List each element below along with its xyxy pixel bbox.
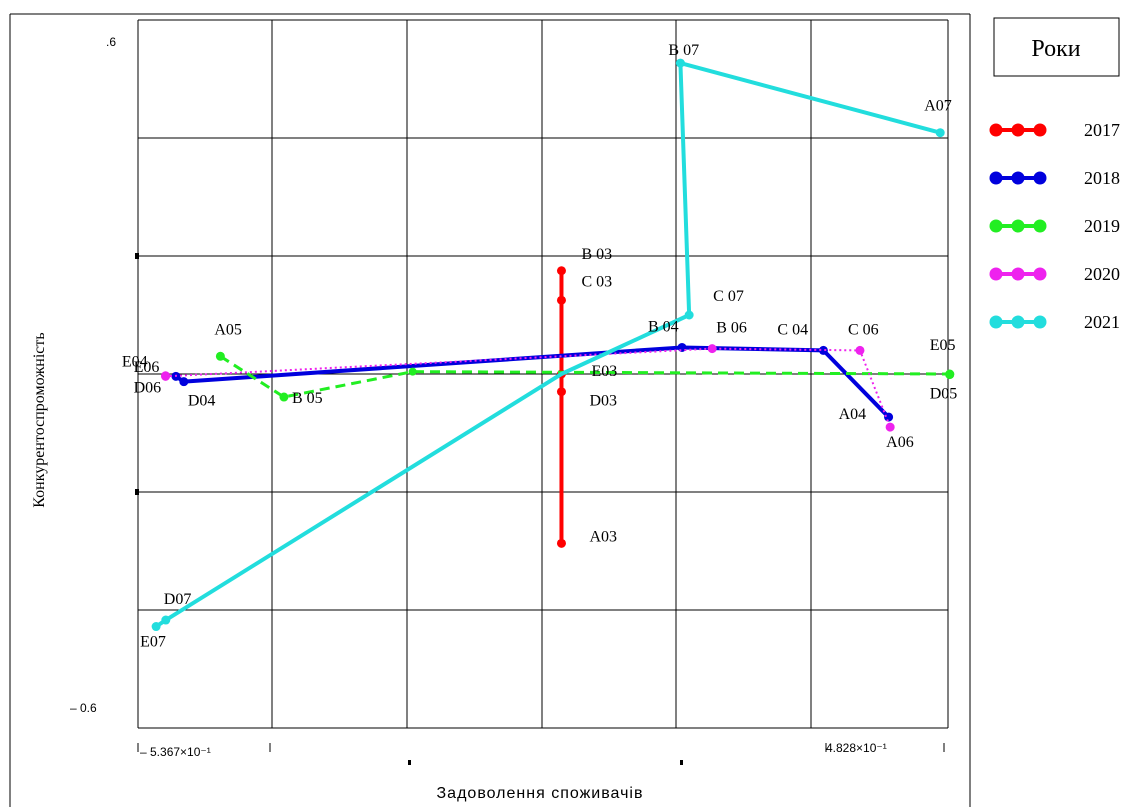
legend-swatch-marker [1011, 123, 1025, 137]
data-point [675, 58, 685, 68]
data-point [556, 295, 566, 305]
y-tick-label-top: .6 [106, 35, 116, 49]
point-label: A05 [214, 321, 242, 338]
grid [135, 19, 949, 729]
legend-label: 2018 [1084, 168, 1120, 188]
legend-label: 2017 [1084, 120, 1120, 140]
point-label: E07 [140, 634, 166, 651]
point-label: D05 [930, 386, 958, 403]
x-tick-label-right: 4.828×10⁻¹ [826, 741, 887, 755]
data-point [818, 345, 828, 355]
y-axis-label: Конкурентоспроможність [31, 332, 48, 507]
point-label: B 05 [292, 390, 323, 407]
legend-item-2018: 2018 [989, 168, 1120, 188]
point-label: C 04 [777, 321, 808, 338]
data-point [161, 371, 171, 381]
point-label: E06 [134, 359, 160, 376]
y-tick-label-bottom: – 0.6 [70, 701, 97, 715]
data-point [179, 377, 189, 387]
legend: Роки 2017 2018 2019 2020 2021 [989, 17, 1120, 332]
data-point [279, 392, 289, 402]
x-axis-label: Задоволення споживачів [437, 785, 644, 802]
point-label: A04 [839, 406, 867, 423]
legend-label: 2021 [1084, 312, 1120, 332]
data-point [151, 622, 161, 632]
legend-item-2021: 2021 [989, 312, 1120, 332]
point-label: E04 [122, 353, 148, 370]
point-label: C 06 [848, 321, 879, 338]
data-point [884, 412, 894, 422]
legend-label: 2020 [1084, 264, 1120, 284]
point-label: B 03 [581, 246, 612, 263]
legend-swatch-marker [1033, 315, 1047, 329]
data-point [556, 266, 566, 276]
point-label: D03 [589, 393, 617, 410]
x-axis-mark-2 [680, 760, 683, 765]
x-axis-mark-1 [408, 760, 411, 765]
data-point [161, 615, 171, 625]
legend-title: Роки [1031, 36, 1080, 62]
legend-label: 2019 [1084, 216, 1120, 236]
point-label: C 03 [581, 273, 612, 290]
point-label: A06 [886, 434, 914, 451]
legend-swatch-marker [989, 219, 1003, 233]
legend-item-2020: 2020 [989, 264, 1120, 284]
legend-item-2019: 2019 [989, 216, 1120, 236]
legend-swatch-marker [989, 315, 1003, 329]
data-point [556, 387, 566, 397]
data-point [215, 351, 225, 361]
data-point [935, 128, 945, 138]
legend-swatch-marker [1011, 171, 1025, 185]
legend-swatch-marker [1033, 171, 1047, 185]
legend-swatch-marker [989, 123, 1003, 137]
x-tick-label-left: – 5.367×10⁻¹ [140, 745, 211, 759]
legend-items: 2017 2018 2019 2020 2021 [989, 120, 1120, 332]
y-axis-mark [135, 489, 139, 495]
series-line-2021 [155, 61, 941, 629]
point-label: A03 [589, 528, 617, 545]
legend-swatch-marker [989, 171, 1003, 185]
series-line-2018 [174, 345, 891, 419]
legend-item-2017: 2017 [989, 120, 1120, 140]
data-point [855, 345, 865, 355]
point-label: A07 [924, 98, 952, 115]
point-label: C 07 [713, 288, 744, 305]
point-label: B 06 [716, 320, 747, 337]
point-labels: B 03 C 03 E03 D03 A03 E04 D04 B 04 C 04 A04 A05 B 0… [122, 42, 957, 650]
legend-title-box [993, 17, 1120, 77]
point-label: E03 [591, 363, 617, 380]
point-label: D07 [164, 591, 192, 608]
data-point [556, 538, 566, 548]
legend-swatch-marker [1011, 315, 1025, 329]
data-point [684, 310, 694, 320]
data-point [707, 344, 717, 354]
series-line-2020 [164, 347, 892, 428]
legend-swatch-marker [989, 267, 1003, 281]
legend-swatch-marker [1033, 267, 1047, 281]
data-point [408, 367, 417, 376]
point-label: D04 [188, 393, 216, 410]
y-axis-mark [135, 253, 139, 259]
legend-swatch-marker [1033, 123, 1047, 137]
legend-swatch-marker [1011, 219, 1025, 233]
point-label: B 07 [668, 42, 699, 59]
point-label: D06 [134, 379, 162, 396]
data-point [945, 370, 955, 380]
point-label: E05 [930, 337, 956, 354]
legend-swatch-marker [1033, 219, 1047, 233]
series-layer [151, 58, 955, 632]
legend-swatch-marker [1011, 267, 1025, 281]
point-label: B 04 [648, 318, 679, 335]
data-point [885, 422, 895, 432]
